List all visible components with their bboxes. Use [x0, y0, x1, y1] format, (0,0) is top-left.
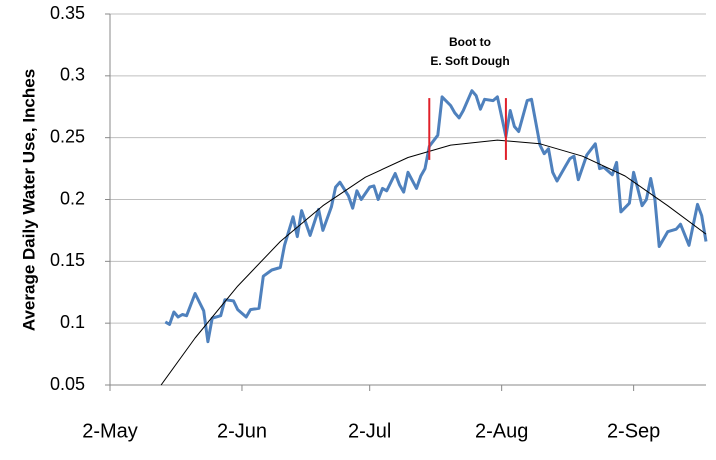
- x-tick-label: 2-May: [82, 420, 138, 442]
- y-tick-label: 0.05: [50, 374, 85, 394]
- x-tick-label: 2-Jun: [217, 420, 267, 442]
- x-tick-label: 2-Jul: [348, 420, 391, 442]
- y-axis-label: Average Daily Water Use, Inches: [19, 69, 38, 331]
- series-line: [164, 89, 708, 344]
- y-tick-label: 0.15: [50, 250, 85, 270]
- series-line: [160, 139, 707, 386]
- y-tick-label: 0.1: [60, 312, 85, 332]
- y-tick-label: 0.3: [60, 65, 85, 85]
- y-tick-label: 0.2: [60, 188, 85, 208]
- x-tick-label: 2-Aug: [475, 420, 528, 442]
- annotation: Boot to: [449, 35, 491, 49]
- x-tick-label: 2-Sep: [607, 420, 660, 442]
- y-tick-label: 0.35: [50, 3, 85, 23]
- annotation: E. Soft Dough: [430, 54, 509, 68]
- y-tick-label: 0.25: [50, 126, 85, 146]
